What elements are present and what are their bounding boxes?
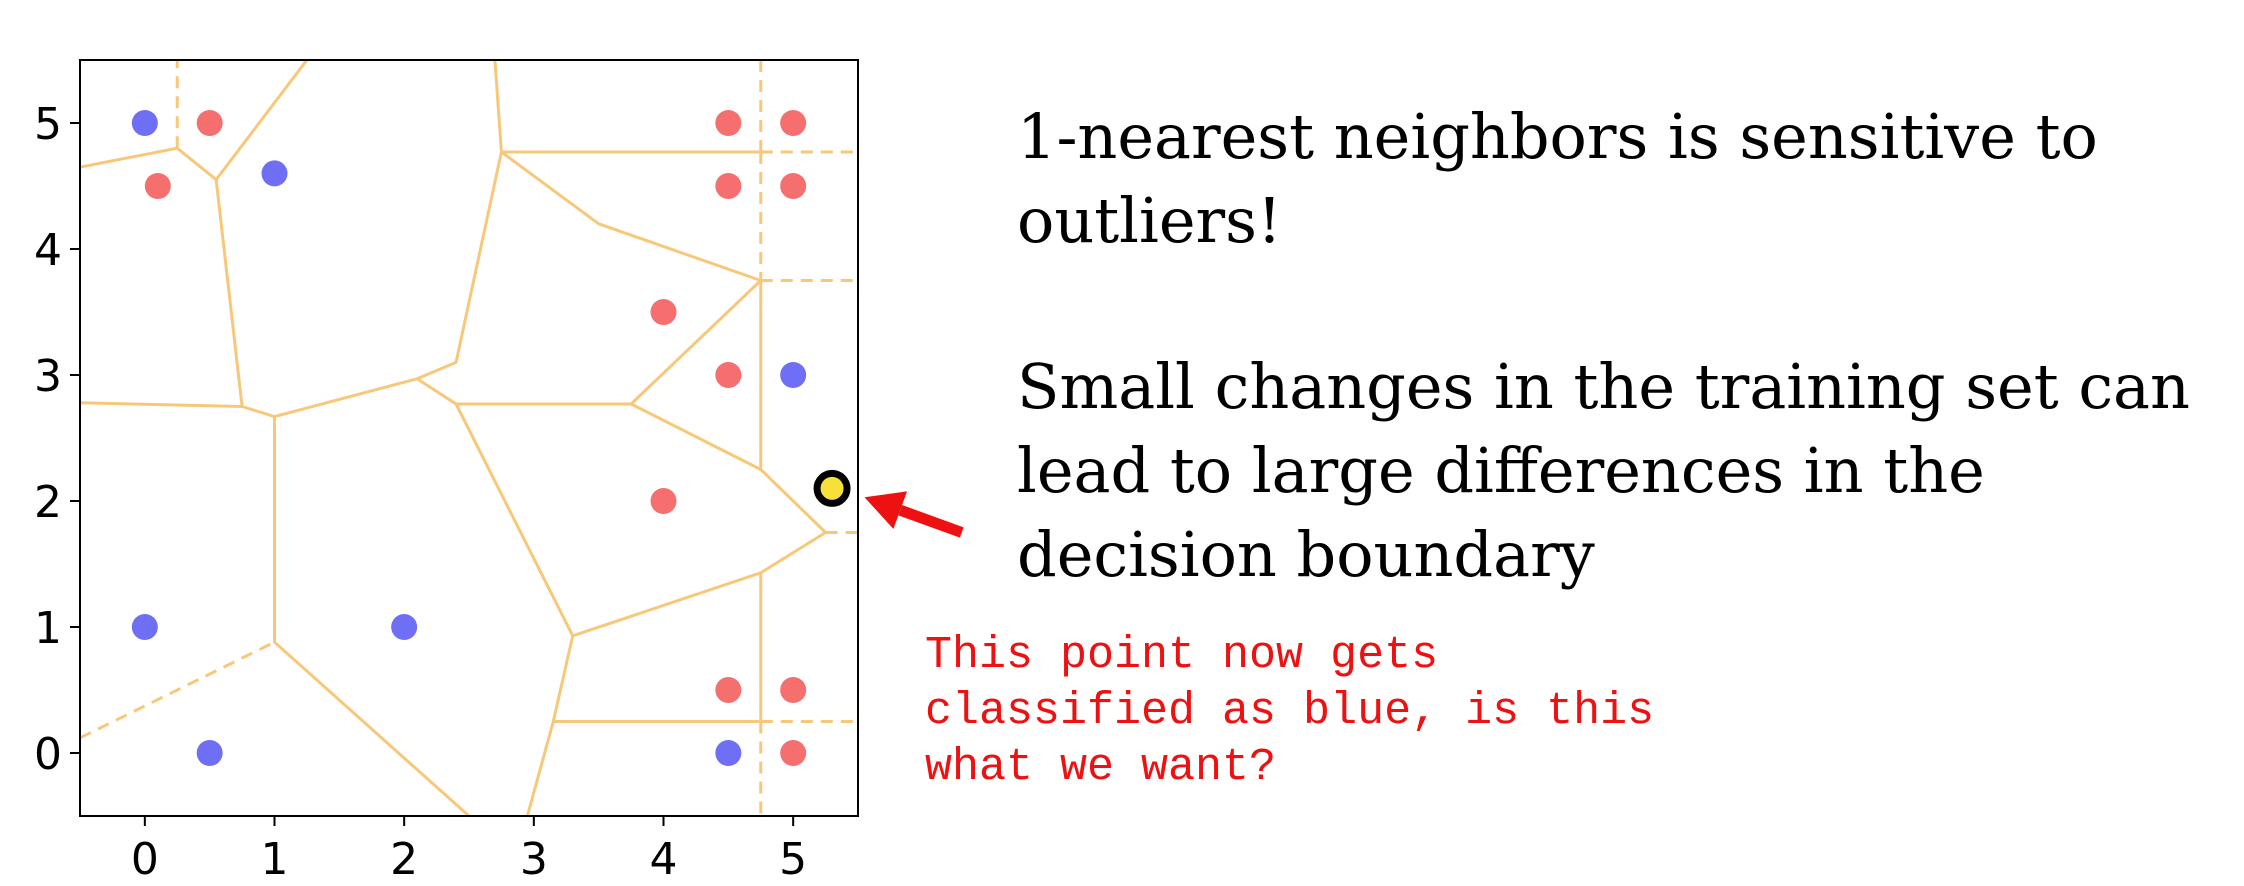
data-point <box>780 110 807 136</box>
outlier-arrow <box>864 491 964 538</box>
data-point <box>196 740 223 766</box>
boundary-dashed-line <box>79 640 276 740</box>
data-point <box>715 677 742 703</box>
boundary-line <box>630 402 762 471</box>
data-point <box>780 173 807 199</box>
note-line: classified as blue, is this <box>925 686 1655 737</box>
axis-ticks: 0 1 2 3 4 5 0 1 2 3 4 5 <box>34 99 807 885</box>
outlier-note: This point now gets classified as blue, … <box>925 628 1825 796</box>
arrow-head <box>864 491 908 529</box>
data-point <box>715 740 742 766</box>
boundary-line <box>454 403 827 638</box>
x-tick-label: 2 <box>390 834 418 885</box>
data-point <box>131 614 158 640</box>
y-tick-label: 4 <box>34 225 62 276</box>
data-point <box>715 110 742 136</box>
data-point <box>780 740 807 766</box>
x-tick-label: 0 <box>131 834 159 885</box>
data-point <box>780 677 807 703</box>
x-tick-label: 1 <box>261 834 289 885</box>
note-line: what we want? <box>925 742 1277 793</box>
y-tick-label: 5 <box>34 99 62 150</box>
boundary-line <box>273 416 470 818</box>
data-point <box>650 488 677 514</box>
y-tick-label: 2 <box>34 477 62 528</box>
boundary-line <box>416 279 762 406</box>
decision-boundary-statement: Small changes in the training set can le… <box>1017 350 2190 591</box>
y-tick-label: 0 <box>34 729 62 780</box>
arrow-shaft <box>898 505 964 538</box>
data-point <box>780 362 807 388</box>
y-tick-label: 3 <box>34 351 62 402</box>
decision-boundaries <box>79 59 858 818</box>
boundary-line <box>493 59 503 153</box>
data-point <box>196 110 223 136</box>
sensitivity-statement: 1-nearest neighbors is sensitive to outl… <box>1017 100 2098 257</box>
boundary-line <box>525 635 575 817</box>
plot-frame <box>79 59 859 817</box>
data-point <box>261 160 288 187</box>
outlier-point <box>813 469 851 507</box>
data-point <box>391 614 418 640</box>
boundary-line <box>79 59 309 182</box>
data-point <box>144 173 171 199</box>
x-tick-label: 4 <box>650 834 678 885</box>
voronoi-scatter-plot: 0 1 2 3 4 5 0 1 2 3 4 5 <box>34 59 964 885</box>
data-point <box>131 110 158 136</box>
data-point <box>650 299 677 325</box>
note-line: This point now gets <box>925 630 1439 681</box>
y-tick-label: 1 <box>34 603 62 654</box>
data-point <box>715 173 742 199</box>
data-points <box>131 110 851 766</box>
data-point <box>715 362 742 388</box>
boundary-line <box>214 150 827 534</box>
x-tick-label: 5 <box>779 834 807 885</box>
x-tick-label: 3 <box>520 834 548 885</box>
boundary-line <box>79 401 243 408</box>
